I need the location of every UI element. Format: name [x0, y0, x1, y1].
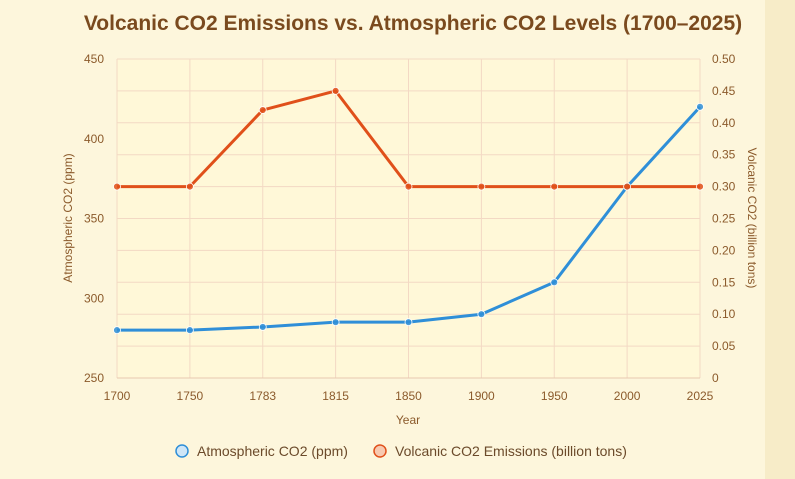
x-tick-label: 1700 [104, 389, 131, 403]
series-1-point[interactable] [550, 182, 559, 191]
right-axis-ticks: 0 0.05 0.10 0.15 0.20 0.25 0.30 0.35 0.40 0.45 0.5… [712, 52, 736, 385]
right-tick-label: 0.10 [712, 307, 736, 321]
series-1-point[interactable] [623, 182, 632, 191]
right-tick-label: 0.35 [712, 148, 736, 162]
series-0-point[interactable] [331, 318, 340, 327]
x-axis-label: Year [396, 413, 420, 427]
series-0-point[interactable] [404, 318, 413, 327]
chart-title: Volcanic CO2 Emissions vs. Atmospheric C… [84, 12, 742, 35]
series-layer [113, 87, 704, 335]
x-tick-label: 2000 [614, 389, 641, 403]
legend-item-volcanic[interactable]: Volcanic CO2 Emissions (billion tons) [373, 443, 627, 459]
left-tick-label: 350 [84, 212, 104, 226]
x-tick-label: 1750 [177, 389, 204, 403]
series-0-point[interactable] [696, 102, 704, 111]
series-0-point[interactable] [185, 326, 194, 335]
card-edge [765, 0, 795, 479]
series-1-point[interactable] [404, 182, 413, 191]
left-axis-ticks: 250 300 350 400 450 [84, 52, 104, 385]
series-1-point[interactable] [477, 182, 486, 191]
right-tick-label: 0.45 [712, 84, 736, 98]
x-tick-label: 1850 [395, 389, 422, 403]
legend-swatch-volcanic [373, 444, 387, 458]
left-axis-label: Atmospheric CO2 (ppm) [61, 153, 75, 282]
x-tick-label: 2025 [687, 389, 714, 403]
series-1-point[interactable] [185, 182, 194, 191]
x-tick-label: 1783 [249, 389, 276, 403]
right-axis-label: Volcanic CO2 (billion tons) [745, 148, 759, 289]
left-tick-label: 250 [84, 371, 104, 385]
right-tick-label: 0.05 [712, 339, 736, 353]
series-1-point[interactable] [696, 182, 704, 191]
x-tick-label: 1950 [541, 389, 568, 403]
legend-label-volcanic: Volcanic CO2 Emissions (billion tons) [395, 443, 627, 459]
x-tick-label: 1815 [322, 389, 349, 403]
series-1-point[interactable] [258, 106, 267, 114]
series-0-point[interactable] [477, 310, 486, 319]
x-axis-ticks: 1700 1750 1783 1815 1850 1900 1950 2000 2025 [104, 389, 714, 403]
right-tick-label: 0.15 [712, 275, 736, 289]
legend-swatch-atmospheric [175, 444, 189, 458]
series-1-point[interactable] [331, 87, 340, 95]
left-tick-label: 400 [84, 132, 104, 146]
right-tick-label: 0.50 [712, 52, 736, 66]
right-tick-label: 0.20 [712, 243, 736, 257]
series-0-point[interactable] [113, 326, 121, 335]
legend-item-atmospheric[interactable]: Atmospheric CO2 (ppm) [175, 443, 348, 459]
series-0-point[interactable] [258, 323, 267, 331]
right-tick-label: 0 [712, 371, 719, 385]
left-tick-label: 450 [84, 52, 104, 66]
legend: Atmospheric CO2 (ppm) Volcanic CO2 Emiss… [175, 443, 627, 459]
left-tick-label: 300 [84, 291, 104, 305]
series-1-point[interactable] [113, 182, 121, 191]
series-0-point[interactable] [550, 278, 559, 287]
right-tick-label: 0.40 [712, 116, 736, 130]
right-tick-label: 0.25 [712, 212, 736, 226]
x-tick-label: 1900 [468, 389, 495, 403]
right-tick-label: 0.30 [712, 180, 736, 194]
legend-label-atmospheric: Atmospheric CO2 (ppm) [197, 443, 348, 459]
